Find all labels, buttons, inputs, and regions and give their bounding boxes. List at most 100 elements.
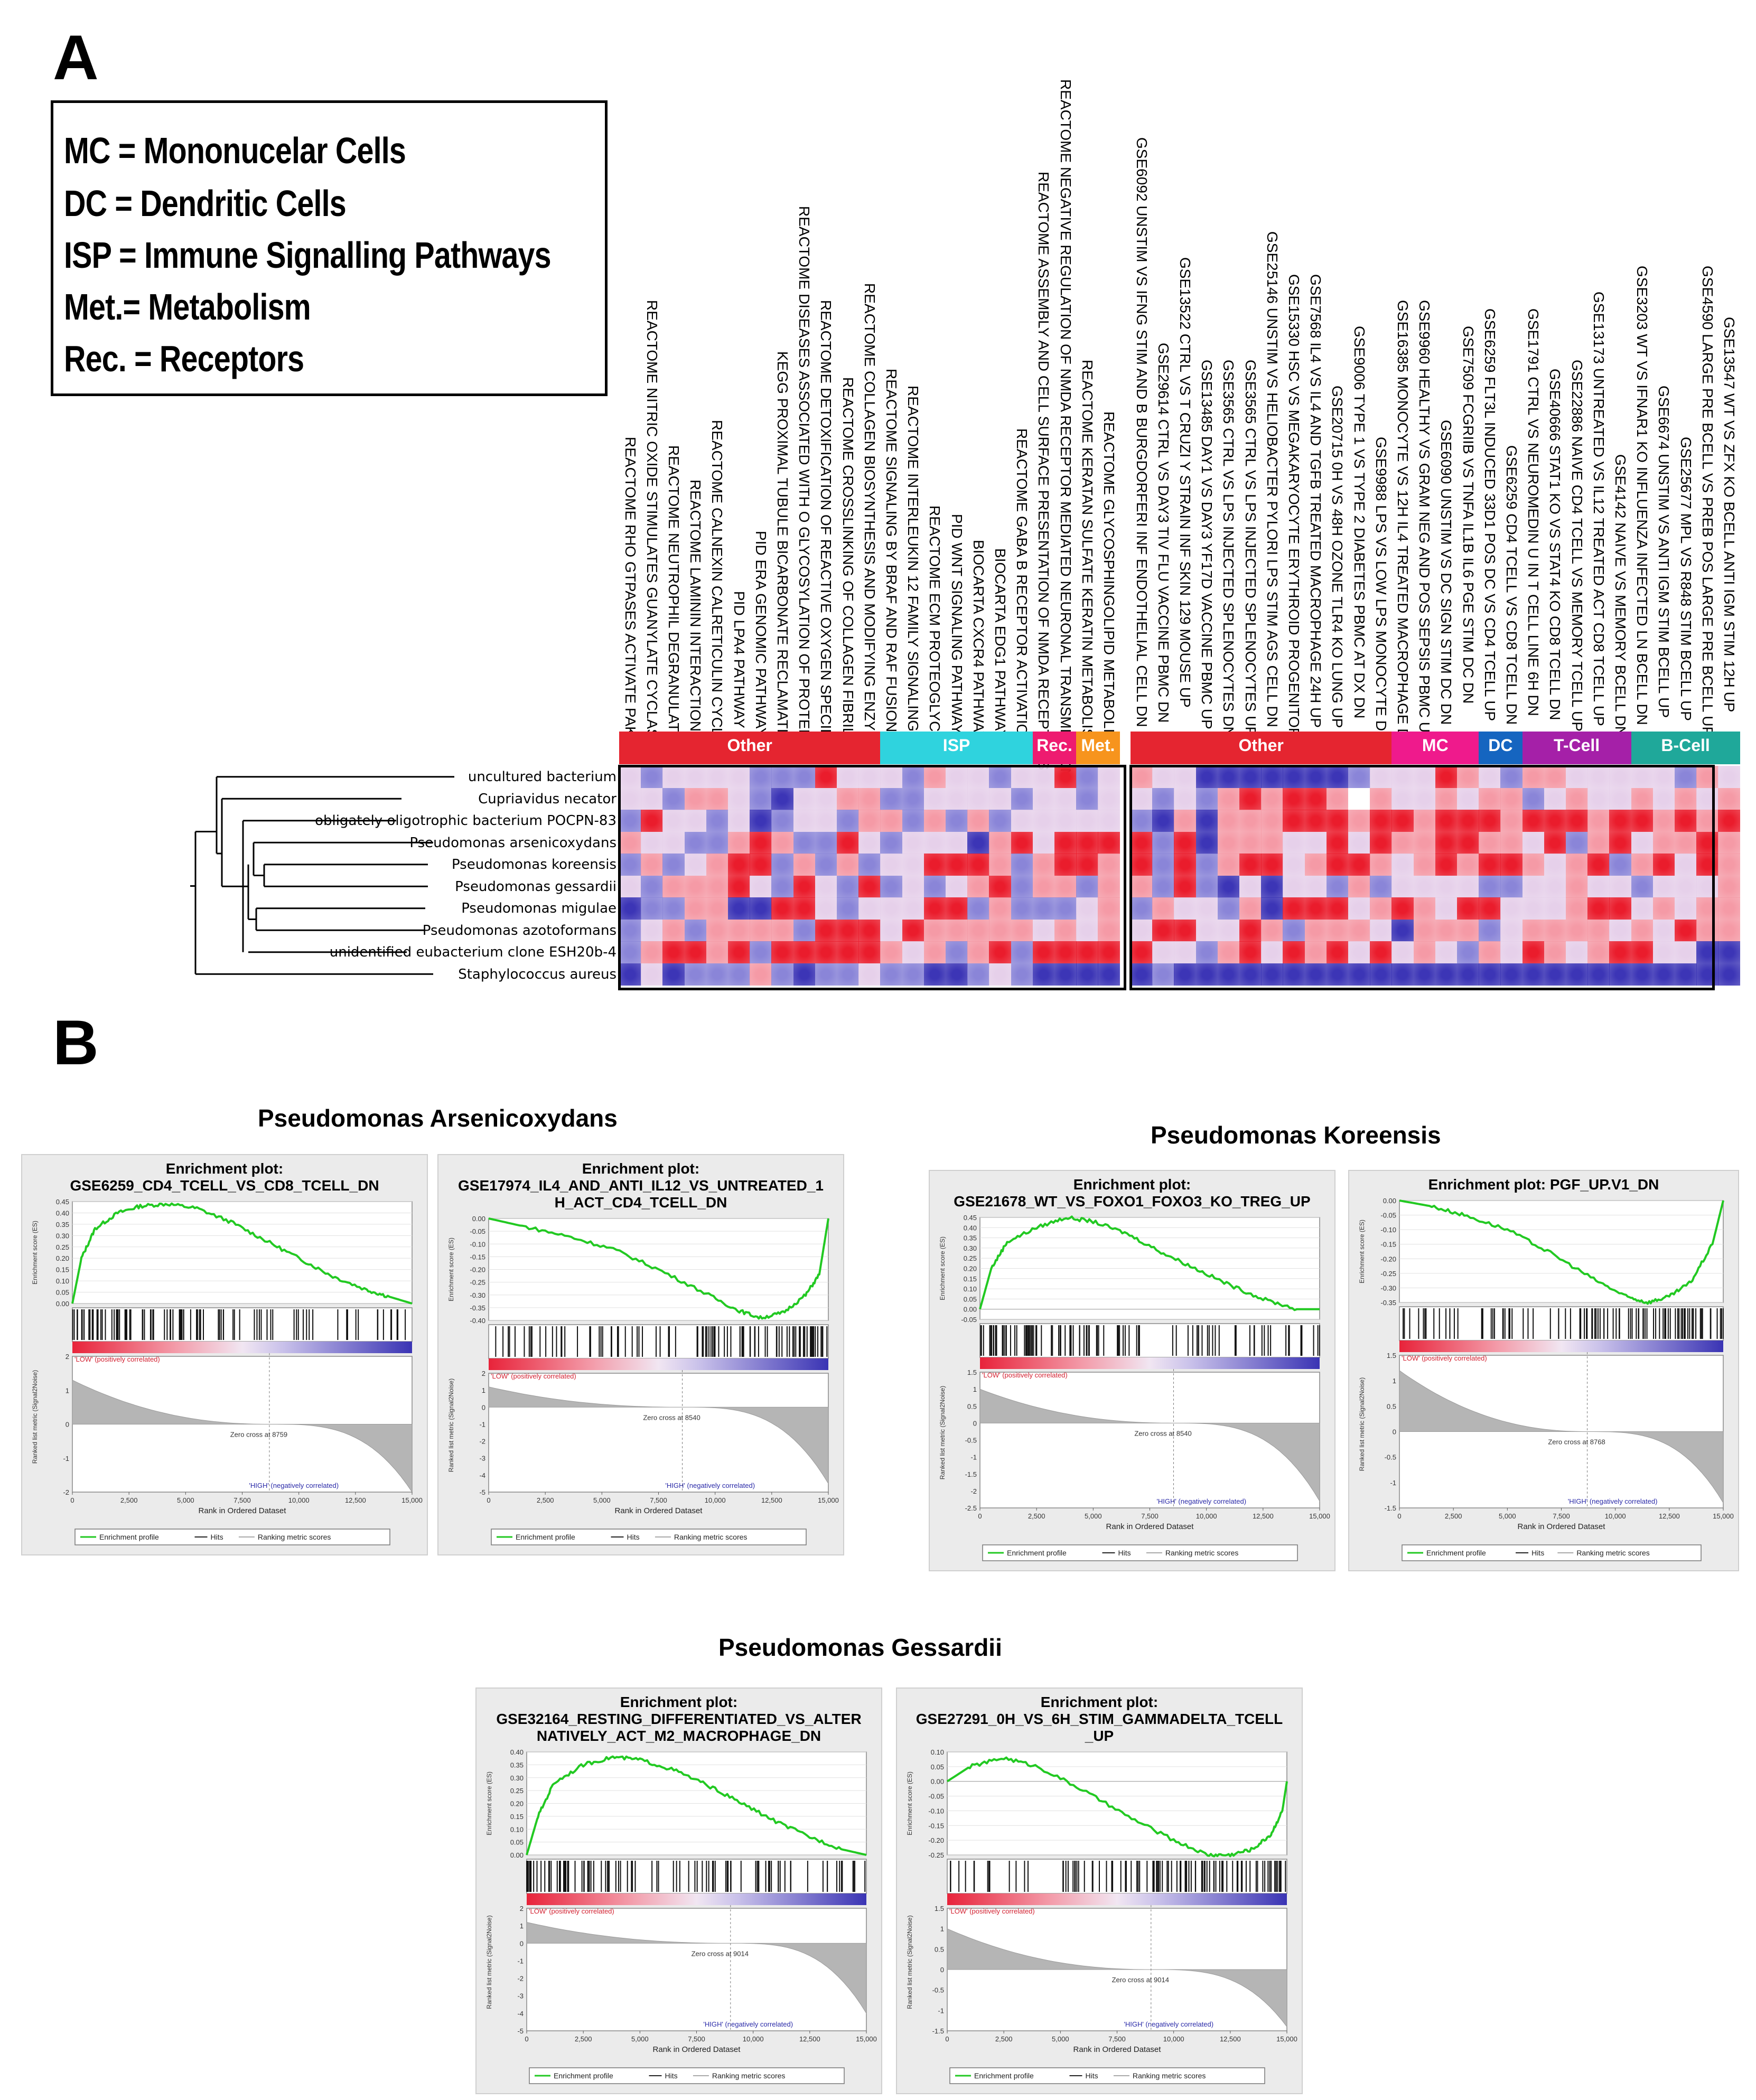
category-label: Other	[1131, 732, 1392, 764]
heatmap-cell	[1587, 941, 1610, 963]
category-label: Rec.	[1032, 732, 1077, 764]
organism-label: Pseudomonas migulae	[461, 901, 617, 916]
organism-label: uncultured bacterium	[468, 769, 617, 785]
heatmap-cell	[728, 963, 750, 986]
heatmap-cell	[1609, 788, 1632, 810]
heatmap-cell	[1413, 854, 1436, 876]
heatmap-cell	[1195, 875, 1218, 898]
heatmap-cell	[750, 919, 772, 942]
heatmap-cell	[619, 875, 641, 898]
heatmap-cell	[967, 941, 989, 963]
metric-tick-label: -0.5	[932, 1986, 944, 1994]
legend-profile-label: Enrichment profile	[516, 1533, 575, 1541]
heatmap-cell	[967, 854, 989, 876]
heatmap-cell	[1413, 941, 1436, 963]
heatmap-cell	[1370, 919, 1392, 942]
heatmap-cell	[706, 875, 728, 898]
heatmap-cell	[1217, 854, 1240, 876]
heatmap-cell	[1370, 766, 1392, 788]
heatmap-cell	[1032, 766, 1055, 788]
es-tick-label: -0.10	[1380, 1226, 1396, 1234]
heatmap-cell	[923, 963, 946, 986]
heatmap-cell	[946, 875, 968, 898]
heatmap-cell	[967, 788, 989, 810]
heatmap-cell	[1435, 854, 1458, 876]
metric-tick-label: -1.5	[1385, 1504, 1396, 1512]
heatmap-cell	[1011, 963, 1033, 986]
heatmap-cell	[1098, 810, 1120, 832]
heatmap-cell	[1587, 897, 1610, 920]
es-tick-label: 0.45	[964, 1214, 977, 1222]
heatmap-cell	[1500, 919, 1523, 942]
es-tick-label: -0.30	[470, 1291, 485, 1299]
heatmap-cell	[1217, 766, 1240, 788]
heatmap-cell	[1457, 919, 1479, 942]
plot-legend	[491, 1529, 807, 1545]
x-tick-label: 2,500	[537, 1496, 554, 1504]
heatmap-cell	[1718, 875, 1741, 898]
heatmap-cell	[946, 941, 968, 963]
es-tick-label: -0.15	[928, 1822, 944, 1830]
heatmap-cell	[1391, 919, 1414, 942]
heatmap-cell	[858, 831, 881, 854]
heatmap-cell	[880, 766, 903, 788]
heatmap-cell	[1631, 766, 1654, 788]
es-tick-label: 0.25	[510, 1787, 524, 1795]
heatmap-cell	[619, 788, 641, 810]
heatmap-cell	[902, 897, 924, 920]
plot-title: Enrichment plot: GSE27291_0H_VS_6H_STIM_…	[916, 1694, 1283, 1744]
x-tick-label: 0	[487, 1496, 490, 1504]
es-tick-label: 0.10	[931, 1748, 944, 1756]
es-tick-label: -0.05	[1380, 1212, 1396, 1220]
organism-title-arsenicoxydans: Pseudomonas Arsenicoxydans	[258, 1104, 618, 1132]
legend-line: ISP = Immune Signalling Pathways	[64, 235, 551, 276]
heatmap-cell	[880, 854, 903, 876]
low-correlated-label: 'LOW' (positively correlated)	[949, 1907, 1035, 1915]
legend-profile-label: Enrichment profile	[974, 2071, 1034, 2080]
heatmap-cell	[1174, 788, 1197, 810]
es-tick-label: -0.30	[1380, 1284, 1396, 1292]
low-correlated-label: 'LOW' (positively correlated)	[1402, 1354, 1487, 1362]
heatmap-cell	[1261, 810, 1283, 832]
heatmap-cell	[1152, 941, 1174, 963]
heatmap-column-label: REACTOME CALNEXIN CALRETICULIN CYCLE	[709, 419, 726, 746]
heatmap-cell	[1131, 919, 1153, 942]
x-tick-label: 2,500	[575, 2035, 592, 2043]
enrichment-plot: Enrichment plot: GSE17974_IL4_AND_ANTI_I…	[437, 1154, 844, 1555]
metric-tick-label: -2	[479, 1438, 485, 1446]
es-tick-label: 0.35	[964, 1234, 977, 1242]
heatmap-cell	[858, 788, 881, 810]
es-tick-label: -0.20	[928, 1836, 944, 1844]
heatmap-cell	[837, 919, 859, 942]
heatmap-cell	[1652, 766, 1675, 788]
heatmap-cell	[967, 875, 989, 898]
es-tick-label: 0.25	[56, 1243, 69, 1251]
organism-label: Pseudomonas azotoformans	[422, 922, 617, 939]
heatmap-column-label: GSE13522 CTRL VS T CRUZI Y STRAIN INF SK…	[1177, 257, 1193, 708]
heatmap-cell	[1457, 854, 1479, 876]
heatmap-cell	[1675, 897, 1697, 920]
heatmap-cell	[793, 766, 816, 788]
heatmap-cell	[946, 897, 968, 920]
heatmap-cell	[1609, 831, 1632, 854]
x-tick-label: 15,000	[856, 2035, 877, 2043]
heatmap-cell	[1032, 919, 1055, 942]
heatmap-cell	[1566, 854, 1588, 876]
heatmap-cell	[1522, 788, 1545, 810]
heatmap-cell	[1261, 766, 1283, 788]
heatmap-cell	[1261, 788, 1283, 810]
heatmap-cell	[1500, 831, 1523, 854]
heatmap-cell	[1011, 854, 1033, 876]
metric-tick-label: 0.5	[1387, 1402, 1396, 1410]
heatmap-cell	[1566, 875, 1588, 898]
heatmap-cell	[815, 897, 837, 920]
heatmap-cell	[1435, 831, 1458, 854]
heatmap-cell	[837, 941, 859, 963]
x-tick-label: 7,500	[1141, 1512, 1159, 1520]
heatmap-cell	[793, 875, 816, 898]
heatmap-cell	[858, 897, 881, 920]
heatmap-cell	[1566, 810, 1588, 832]
heatmap-column-label: REACTOME GLYCOSPHINGOLIPID METABOLISM	[1101, 411, 1117, 755]
heatmap-cell	[1696, 766, 1718, 788]
heatmap-cell	[880, 897, 903, 920]
